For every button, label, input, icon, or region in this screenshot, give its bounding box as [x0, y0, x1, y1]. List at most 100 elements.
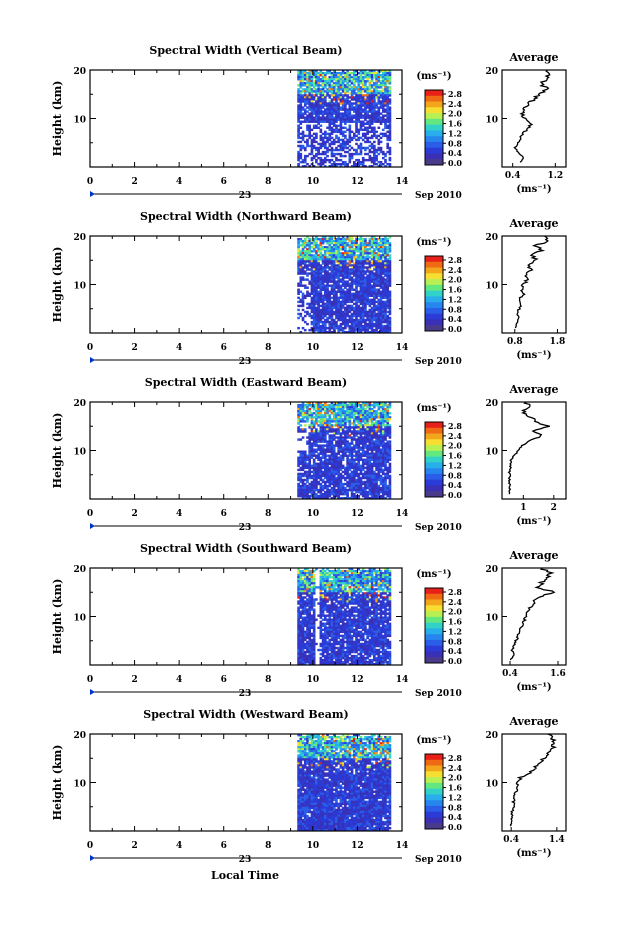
heatmap-cell — [344, 286, 347, 289]
heatmap-cell — [337, 406, 340, 409]
heatmap-cell — [357, 410, 361, 413]
heatmap-cell — [355, 452, 358, 455]
heatmap-cell — [312, 294, 316, 298]
heatmap-cell — [315, 470, 318, 474]
heatmap-cell — [373, 428, 376, 431]
heatmap-cell — [346, 324, 349, 328]
colorbar-segment — [425, 290, 443, 297]
heatmap-cell — [361, 248, 365, 251]
heatmap-cell — [319, 470, 323, 474]
heatmap-cell — [335, 78, 338, 81]
heatmap-cell — [337, 472, 340, 476]
heatmap-cell — [324, 424, 327, 427]
heatmap-cell — [370, 322, 374, 326]
heatmap-cell — [324, 260, 327, 263]
heatmap-cell — [315, 82, 318, 85]
heatmap-cell — [388, 426, 392, 429]
heatmap-cell — [379, 416, 383, 419]
heatmap-cell — [315, 152, 318, 156]
colorbar-segment — [425, 273, 443, 280]
heatmap-cell — [321, 312, 325, 316]
heatmap-cell — [388, 102, 392, 105]
heatmap-cell — [381, 476, 385, 480]
heatmap-cell — [357, 246, 361, 249]
heatmap-cell — [357, 412, 361, 415]
heatmap-cell — [375, 90, 378, 93]
heatmap-cell — [319, 416, 323, 419]
heatmap-cell — [330, 84, 334, 87]
heatmap-cell — [388, 92, 392, 95]
heatmap-cell — [319, 414, 323, 417]
heatmap-cell — [319, 276, 323, 279]
heatmap-cell — [346, 460, 349, 464]
heatmap-cell — [328, 114, 332, 117]
heatmap-cell — [384, 266, 387, 269]
heatmap-cell — [388, 88, 392, 91]
heatmap-cell — [379, 246, 383, 249]
heatmap-cell — [348, 298, 352, 302]
heatmap-cell — [355, 126, 358, 129]
heatmap-cell — [348, 328, 352, 332]
heatmap-cell — [370, 484, 374, 488]
heatmap-cell — [299, 136, 303, 140]
heatmap-cell — [384, 446, 387, 449]
heatmap-cell — [346, 254, 349, 257]
heatmap-cell — [312, 266, 316, 269]
heatmap-cell — [324, 140, 327, 144]
heatmap-cell — [301, 490, 305, 494]
heatmap-cell — [328, 414, 332, 417]
heatmap-cell — [317, 320, 320, 324]
heatmap-cell — [355, 250, 358, 253]
heatmap-cell — [350, 442, 354, 445]
heatmap-cell — [359, 316, 363, 320]
heatmap-cell — [370, 444, 374, 447]
heatmap-cell — [303, 328, 307, 332]
heatmap-cell — [317, 90, 320, 93]
heatmap-cell — [350, 92, 354, 95]
heatmap-cell — [339, 326, 343, 330]
heatmap-cell — [366, 278, 369, 281]
heatmap-cell — [370, 80, 374, 83]
heatmap-cell — [361, 458, 365, 461]
heatmap-cell — [361, 86, 365, 89]
heatmap-cell — [366, 402, 369, 405]
heatmap-cell — [328, 290, 332, 293]
heatmap-cell — [326, 442, 329, 445]
heatmap-cell — [361, 438, 365, 441]
heatmap-cell — [317, 300, 320, 304]
heatmap-cell — [337, 262, 340, 265]
colorbar-tick-label: 0.0 — [448, 324, 462, 334]
heatmap-cell — [332, 102, 336, 105]
heatmap-cell — [364, 252, 367, 255]
heatmap-cell — [366, 104, 369, 107]
heatmap-cell — [368, 238, 372, 241]
heatmap-cell — [373, 118, 376, 121]
heatmap-cell — [379, 280, 383, 283]
heatmap-cell — [384, 70, 387, 73]
heatmap-cell — [344, 326, 347, 330]
heatmap-cell — [310, 308, 314, 312]
heatmap-cell — [361, 488, 365, 492]
heatmap-cell — [361, 104, 365, 107]
heatmap-cell — [355, 162, 358, 166]
heatmap-cell — [386, 134, 390, 138]
heatmap-cell — [357, 268, 361, 271]
heatmap-cell — [339, 414, 343, 417]
heatmap-cell — [350, 114, 354, 117]
heatmap-cell — [379, 330, 383, 334]
heatmap-cell — [330, 250, 334, 253]
heatmap-cell — [357, 476, 361, 480]
heatmap-cell — [332, 270, 336, 273]
heatmap-cell — [379, 82, 383, 85]
heatmap-cell — [312, 426, 316, 429]
heatmap-cell — [384, 78, 387, 81]
heatmap-cell — [375, 322, 378, 326]
heatmap-cell — [328, 408, 332, 411]
heatmap-cell — [370, 454, 374, 457]
heatmap-cell — [310, 260, 314, 263]
heatmap-cell — [388, 462, 392, 466]
heatmap-cell — [341, 102, 345, 105]
heatmap-cell — [377, 290, 381, 293]
heatmap-cell — [332, 260, 336, 263]
heatmap-cell — [373, 310, 376, 314]
